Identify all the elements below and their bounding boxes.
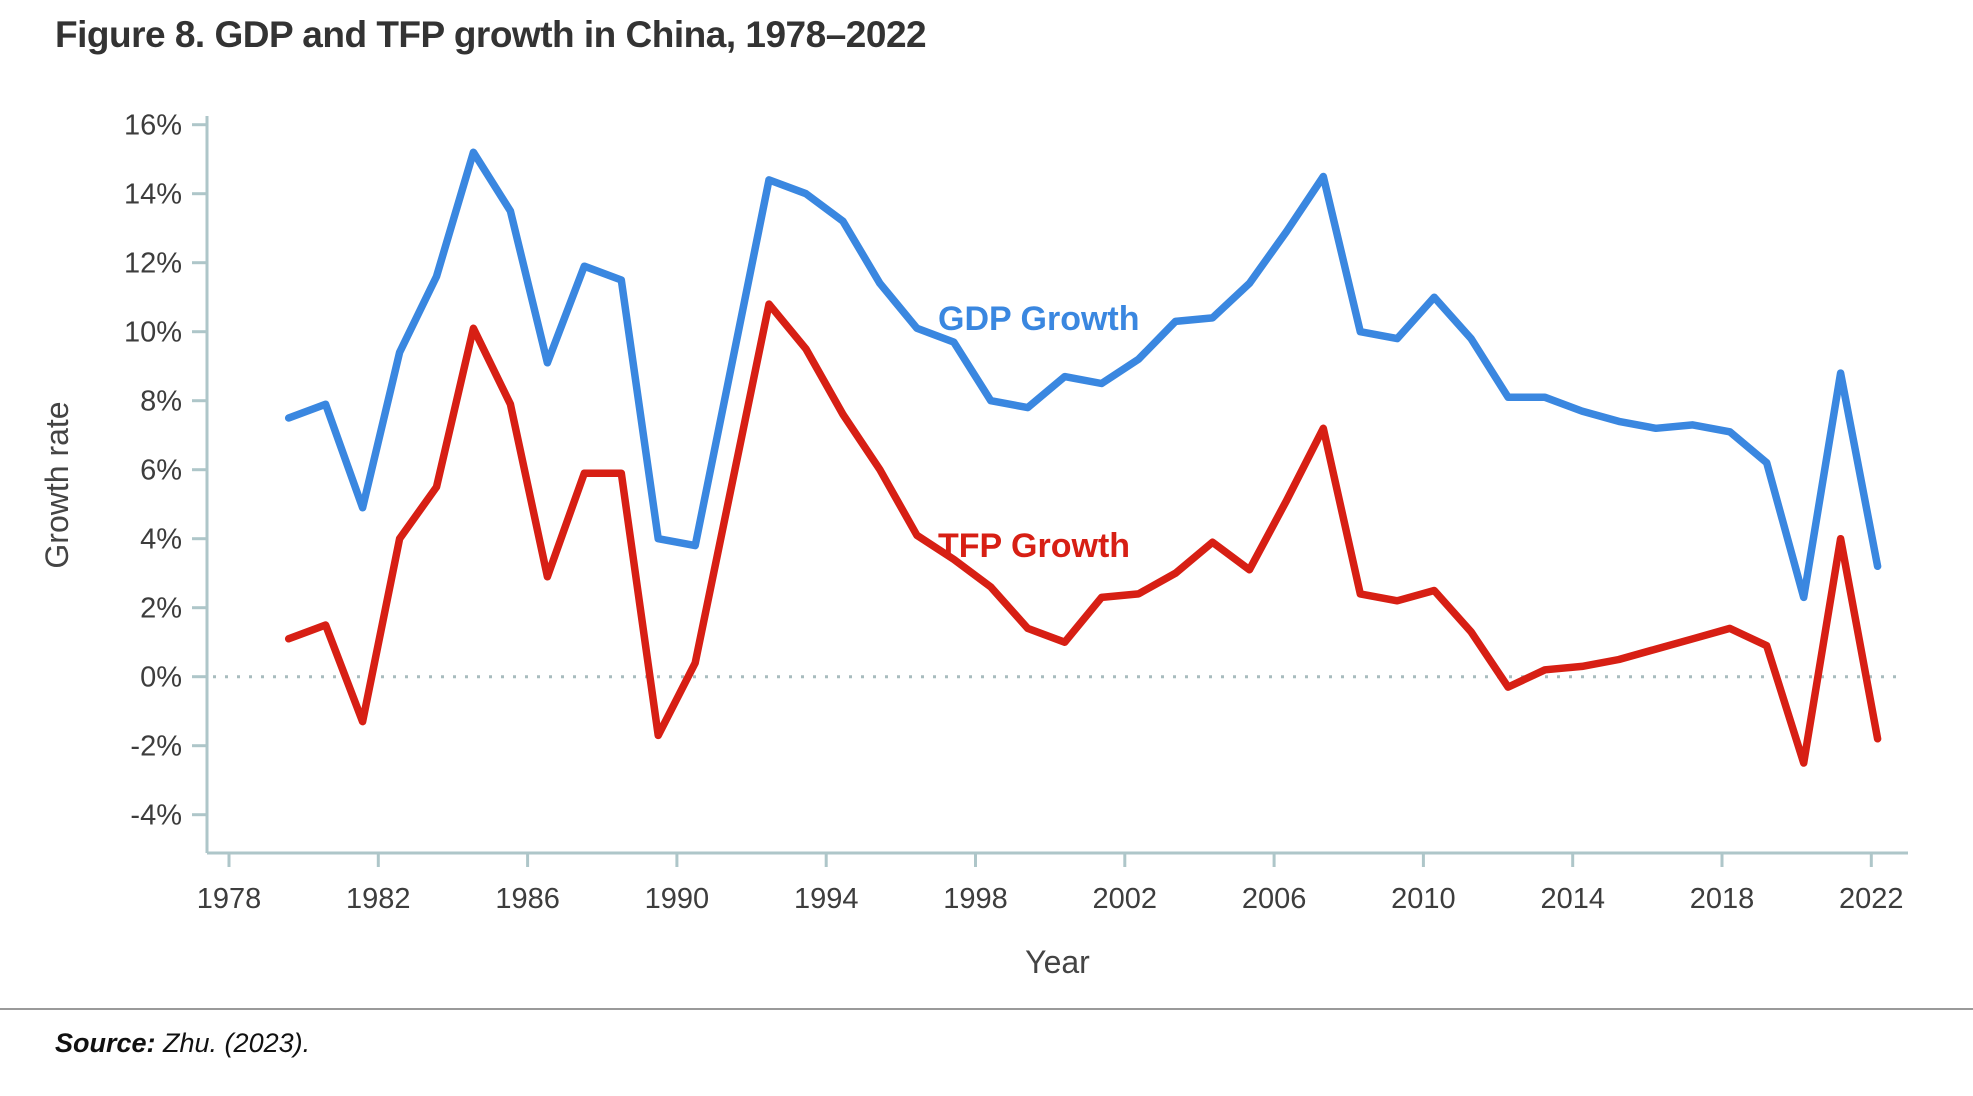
y-tick-label: 2% bbox=[140, 593, 182, 625]
gdp-growth-line bbox=[284, 148, 1882, 602]
x-tick-label: 2002 bbox=[1093, 883, 1158, 915]
gdp-growth-label: GDP Growth bbox=[938, 300, 1140, 338]
y-tick-label: -2% bbox=[130, 731, 182, 763]
x-tick-label: 1990 bbox=[645, 883, 710, 915]
y-tick-label: 14% bbox=[124, 179, 182, 211]
x-axis-title: Year bbox=[1025, 944, 1090, 980]
x-tick-label: 2018 bbox=[1690, 883, 1755, 915]
x-tick-label: 1994 bbox=[794, 883, 859, 915]
x-tick-label: 1998 bbox=[943, 883, 1008, 915]
y-tick-label: 16% bbox=[124, 110, 182, 142]
y-tick-label: 4% bbox=[140, 524, 182, 556]
footer-divider bbox=[0, 1008, 1973, 1010]
x-tick-label: 1978 bbox=[197, 883, 262, 915]
x-tick-label: 1982 bbox=[346, 883, 411, 915]
gdp-tfp-line-chart: 16% 14% 12% 10% 8% 6% 4% 2% 0% -2% -4% 1978 1982 1986… bbox=[39, 110, 1908, 980]
source-line: Source: Zhu. (2023). bbox=[55, 1028, 310, 1059]
y-tick-label: 0% bbox=[140, 662, 182, 694]
y-tick-label: 12% bbox=[124, 248, 182, 280]
x-tick-label: 2022 bbox=[1839, 883, 1904, 915]
tfp-growth-line bbox=[284, 300, 1882, 767]
figure-title: Figure 8. GDP and TFP growth in China, 1… bbox=[55, 14, 927, 55]
y-tick-label: 8% bbox=[140, 386, 182, 418]
y-tick-label: 10% bbox=[124, 317, 182, 349]
y-axis-title: Growth rate bbox=[39, 401, 75, 568]
x-tick-label: 2010 bbox=[1391, 883, 1456, 915]
tfp-growth-label: TFP Growth bbox=[938, 527, 1130, 565]
x-tick-label: 1986 bbox=[495, 883, 560, 915]
source-text: Zhu. (2023). bbox=[155, 1028, 311, 1058]
x-tick-label: 2006 bbox=[1242, 883, 1307, 915]
x-tick-label: 2014 bbox=[1540, 883, 1605, 915]
y-tick-label: -4% bbox=[130, 800, 182, 832]
y-tick-label: 6% bbox=[140, 455, 182, 487]
source-label: Source: bbox=[55, 1028, 156, 1058]
